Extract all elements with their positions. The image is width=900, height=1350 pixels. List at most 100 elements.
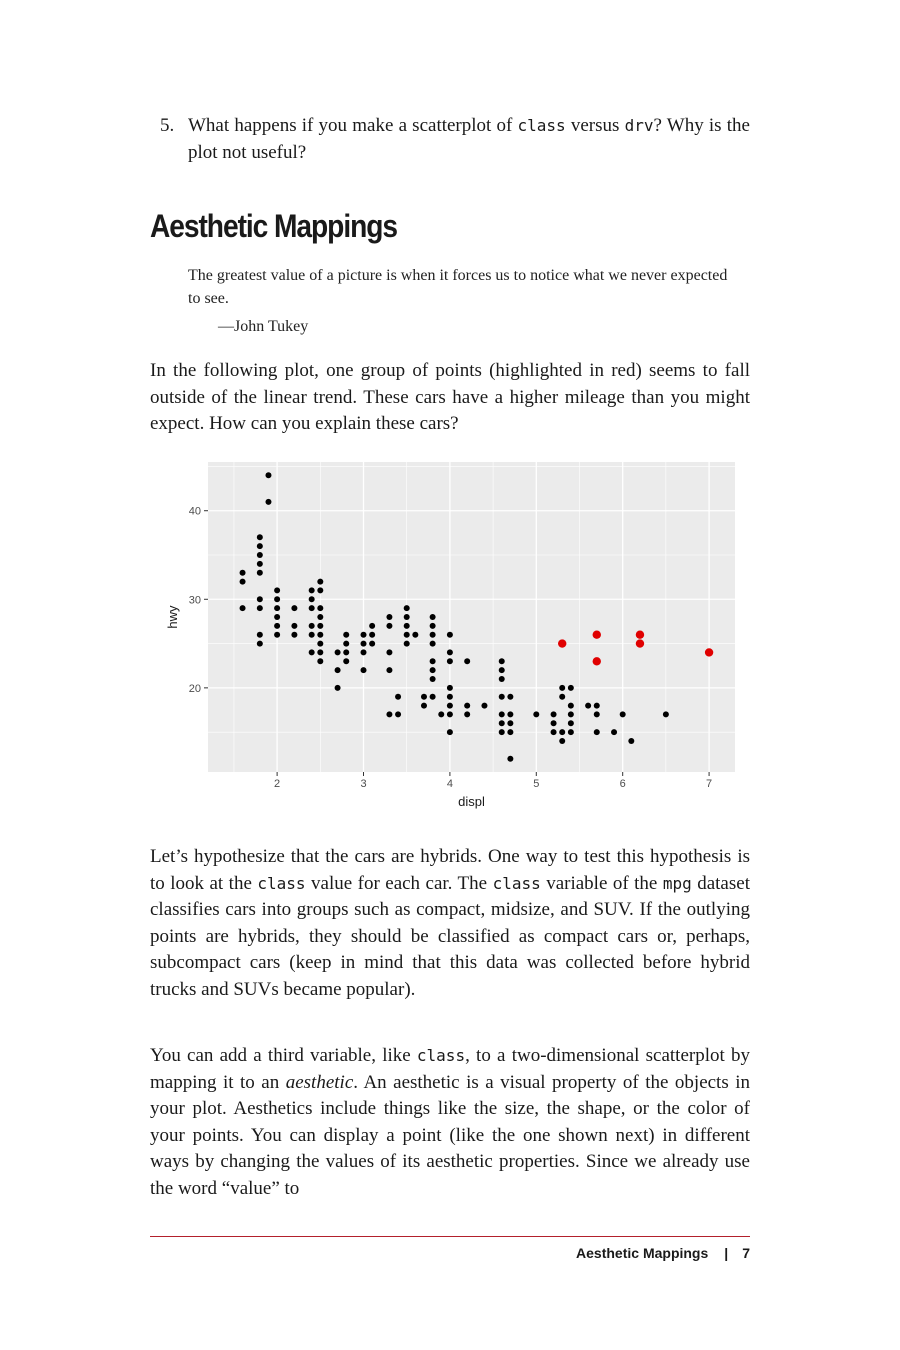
data-point: [256, 534, 263, 541]
data-point: [274, 596, 281, 603]
data-point: [429, 631, 436, 638]
data-point: [317, 622, 324, 629]
data-point: [619, 711, 626, 718]
data-point: [386, 667, 393, 674]
data-point: [550, 720, 557, 727]
data-point: [498, 658, 505, 665]
data-point: [611, 729, 618, 736]
section-heading: Aesthetic Mappings: [150, 208, 398, 244]
data-point: [533, 711, 540, 718]
data-point: [265, 472, 272, 479]
data-point: [239, 605, 246, 612]
epigraph-attribution: —John Tukey: [218, 318, 309, 335]
data-point: [403, 631, 410, 638]
data-point: [360, 640, 367, 647]
data-point: [567, 729, 574, 736]
data-point: [274, 622, 281, 629]
inline-code: class: [416, 1046, 466, 1065]
data-point: [256, 560, 263, 567]
data-point: [585, 702, 592, 709]
data-point: [412, 631, 419, 638]
data-point: [369, 622, 376, 629]
paragraph-hypothesis: Let’s hypothesize that the cars are hybr…: [150, 844, 750, 1003]
data-point: [403, 605, 410, 612]
data-point: [550, 711, 557, 718]
x-tick-label: 6: [620, 778, 626, 790]
data-point: [403, 614, 410, 620]
plot-panel: [208, 462, 735, 772]
data-point: [662, 711, 669, 718]
data-point: [446, 631, 453, 638]
data-point: [559, 738, 566, 744]
data-point: [317, 578, 324, 585]
x-axis-label: displ: [458, 794, 485, 809]
highlighted-point: [592, 657, 601, 666]
axis-ticks: 2 3 4 5 6 7 20 30 40: [189, 506, 712, 790]
footer-separator: |: [724, 1245, 729, 1261]
inline-code: class: [257, 873, 306, 893]
x-tick-label: 2: [274, 778, 280, 790]
data-point: [559, 684, 566, 691]
data-point: [498, 676, 505, 682]
page-number: 7: [742, 1245, 750, 1261]
data-point: [274, 587, 281, 594]
data-point: [360, 667, 367, 674]
data-point: [498, 729, 505, 736]
exercise-text-part: ? Why is the plot not useful?: [188, 115, 750, 163]
highlighted-point: [558, 639, 567, 648]
text-run: . An aesthetic is a visual property of t…: [150, 1071, 750, 1199]
data-point: [446, 702, 453, 709]
exercise-text-part: versus: [565, 115, 625, 136]
data-point: [593, 729, 600, 736]
chart-svg: 2 3 4 5 6 7 20 30 40 displ hwy: [165, 462, 735, 809]
data-points: [239, 472, 714, 762]
data-point: [369, 640, 376, 647]
emphasis: aesthetic: [285, 1071, 354, 1093]
data-point: [429, 658, 436, 665]
inline-code: drv: [624, 116, 654, 135]
data-point: [593, 711, 600, 718]
data-point: [386, 614, 393, 620]
data-point: [507, 720, 514, 727]
data-point: [429, 614, 436, 620]
data-point: [317, 587, 324, 594]
data-point: [334, 667, 341, 674]
paragraph-intro: In the following plot, one group of poin…: [150, 360, 750, 434]
highlighted-point: [592, 630, 601, 639]
data-point: [256, 631, 263, 638]
text-run: dataset classifies cars into groups such…: [150, 872, 750, 1000]
data-point: [308, 596, 315, 603]
data-point: [343, 649, 350, 656]
y-tick-label: 30: [189, 594, 201, 606]
exercise-item: 5. What happens if you make a scatterplo…: [160, 112, 750, 166]
data-point: [334, 684, 341, 691]
data-point: [559, 729, 566, 736]
exercise-text: What happens if you make a scatterplot o…: [188, 112, 750, 166]
data-point: [308, 649, 315, 656]
data-point: [507, 729, 514, 736]
data-point: [317, 605, 324, 612]
page-footer: Aesthetic Mappings | 7: [576, 1245, 750, 1261]
data-point: [343, 640, 350, 647]
data-point: [559, 693, 566, 700]
data-point: [567, 684, 574, 691]
exercise-number: 5.: [160, 115, 175, 136]
data-point: [369, 631, 376, 638]
highlighted-point: [635, 630, 645, 639]
data-point: [256, 569, 263, 576]
data-point: [317, 640, 324, 647]
data-point: [593, 702, 600, 709]
data-point: [274, 614, 281, 620]
data-point: [256, 543, 263, 550]
data-point: [317, 658, 324, 665]
data-point: [481, 702, 488, 709]
data-point: [239, 578, 246, 585]
data-point: [317, 614, 324, 620]
data-point: [317, 649, 324, 656]
data-point: [420, 693, 427, 700]
x-tick-label: 7: [706, 778, 712, 790]
data-point: [395, 693, 402, 700]
data-point: [265, 498, 272, 505]
data-point: [628, 738, 635, 744]
highlighted-point: [635, 639, 645, 648]
